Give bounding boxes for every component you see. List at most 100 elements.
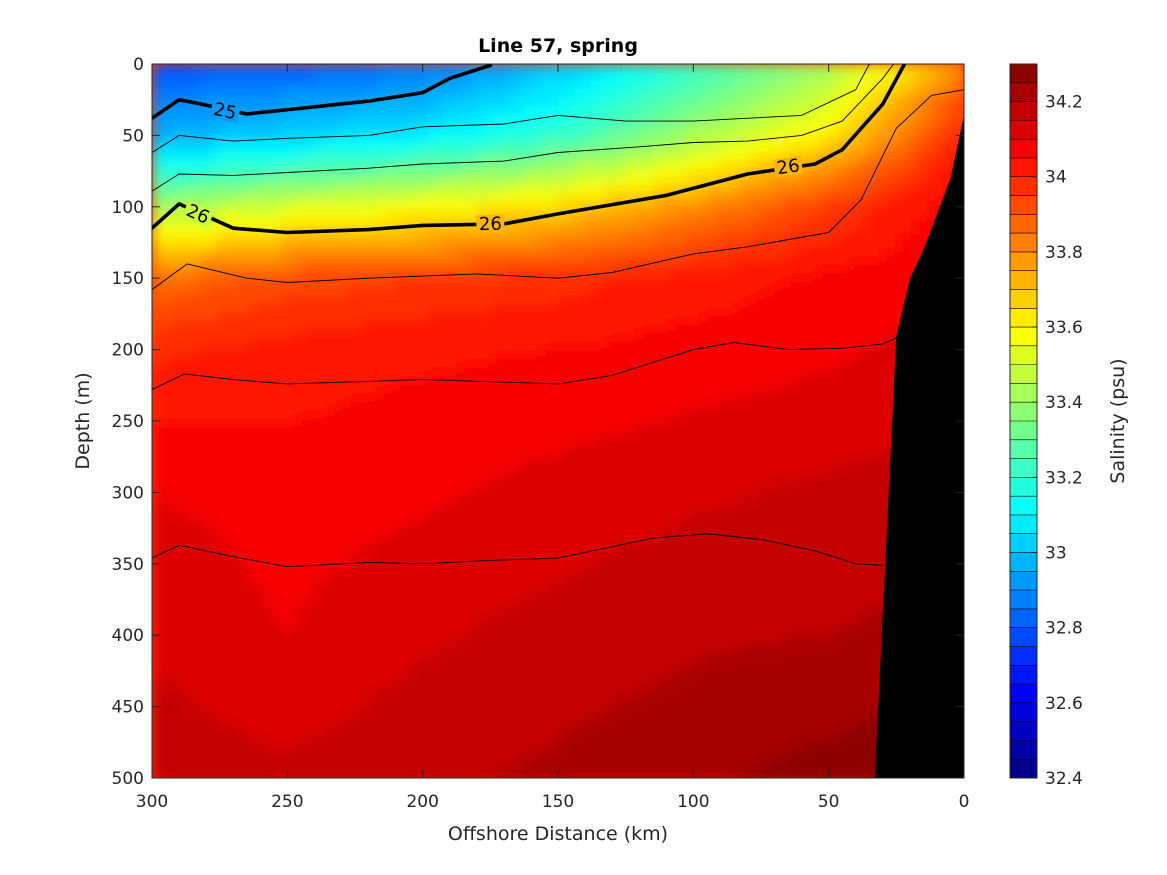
field-cell [849, 663, 868, 673]
field-cell [638, 397, 656, 408]
colorbar-tick-label: 33 [1045, 544, 1067, 564]
field-cell [443, 671, 462, 682]
colorbar-swatch [1010, 383, 1037, 403]
field-cell [687, 560, 705, 571]
field-cell [297, 243, 315, 253]
field-cell [297, 766, 315, 776]
field-cell [882, 269, 900, 279]
field-cell [817, 457, 835, 468]
field-cell [801, 311, 819, 322]
field-cell [882, 157, 900, 168]
field-cell [882, 149, 900, 159]
field-cell [557, 509, 575, 519]
field-cell [541, 354, 559, 365]
colorbar-swatch [1010, 251, 1037, 272]
field-cell [525, 320, 543, 331]
field-cell [557, 569, 575, 579]
field-cell [460, 286, 478, 296]
field-cell [152, 226, 169, 236]
field-cell [557, 64, 575, 74]
field-cell [557, 132, 575, 142]
field-cell [525, 183, 543, 194]
field-cell [346, 234, 364, 245]
density-contour [152, 334, 903, 391]
field-cell [768, 611, 786, 622]
field-cell [898, 97, 916, 108]
field-cell [736, 671, 754, 682]
field-cell [427, 423, 445, 433]
field-cell [525, 671, 543, 682]
field-cell [589, 766, 608, 776]
field-cell [687, 526, 705, 536]
field-cell [248, 286, 267, 296]
field-cell [525, 740, 543, 750]
field-cell [719, 72, 738, 82]
field-cell [346, 149, 364, 159]
field-cell [216, 449, 234, 459]
field-cell [817, 192, 835, 202]
field-cell [866, 320, 884, 331]
field-cell [152, 577, 169, 588]
field-cell [833, 380, 851, 391]
field-cell [622, 157, 640, 168]
field-cell [248, 731, 267, 742]
field-cell [378, 200, 397, 211]
field-cell [654, 731, 673, 742]
field-cell [817, 440, 835, 451]
field-cell [297, 654, 315, 665]
field-cell [378, 183, 397, 194]
field-cell [638, 123, 656, 134]
field-cell [638, 97, 656, 108]
field-cell [265, 183, 283, 194]
field-cell [638, 423, 656, 433]
field-cell [557, 260, 575, 271]
field-cell [541, 192, 559, 202]
contour-label: 25 [212, 99, 239, 124]
field-cell [313, 354, 332, 365]
field-cell [492, 586, 510, 596]
field-cell [232, 620, 250, 630]
field-cell [622, 757, 640, 768]
field-cell [768, 371, 786, 382]
field-cell [216, 354, 234, 365]
field-cell [573, 209, 591, 219]
field-cell [638, 723, 656, 733]
field-cell [736, 243, 754, 253]
field-cell [378, 132, 397, 142]
field-cell [541, 320, 559, 331]
field-cell [297, 697, 315, 708]
field-cell [265, 311, 283, 322]
field-cell [476, 371, 494, 382]
field-cell [297, 132, 315, 142]
field-cell [931, 183, 949, 194]
field-cell [476, 320, 494, 331]
field-cell [313, 688, 332, 699]
colorbar-swatch [1010, 402, 1037, 422]
field-cell [152, 740, 169, 750]
field-cell [784, 663, 803, 673]
field-cell [362, 166, 380, 176]
field-cell [427, 457, 445, 468]
field-cell [492, 166, 510, 176]
field-cell [801, 251, 819, 262]
field-cell [167, 603, 185, 613]
field-cell [330, 440, 348, 451]
field-cell [427, 234, 445, 245]
field-cell [330, 603, 348, 613]
field-cell [622, 200, 640, 211]
field-cell [248, 509, 267, 519]
field-cell [378, 431, 397, 442]
x-tick-label: 200 [406, 792, 438, 812]
field-cell [833, 671, 851, 682]
field-cell [801, 594, 819, 605]
field-cell [378, 149, 397, 159]
field-cell [362, 200, 380, 211]
field-cell [183, 423, 202, 433]
field-cell [183, 140, 202, 151]
field-cell [460, 123, 478, 134]
field-cell [443, 311, 462, 322]
field-cell [265, 697, 283, 708]
field-cell [492, 774, 510, 778]
